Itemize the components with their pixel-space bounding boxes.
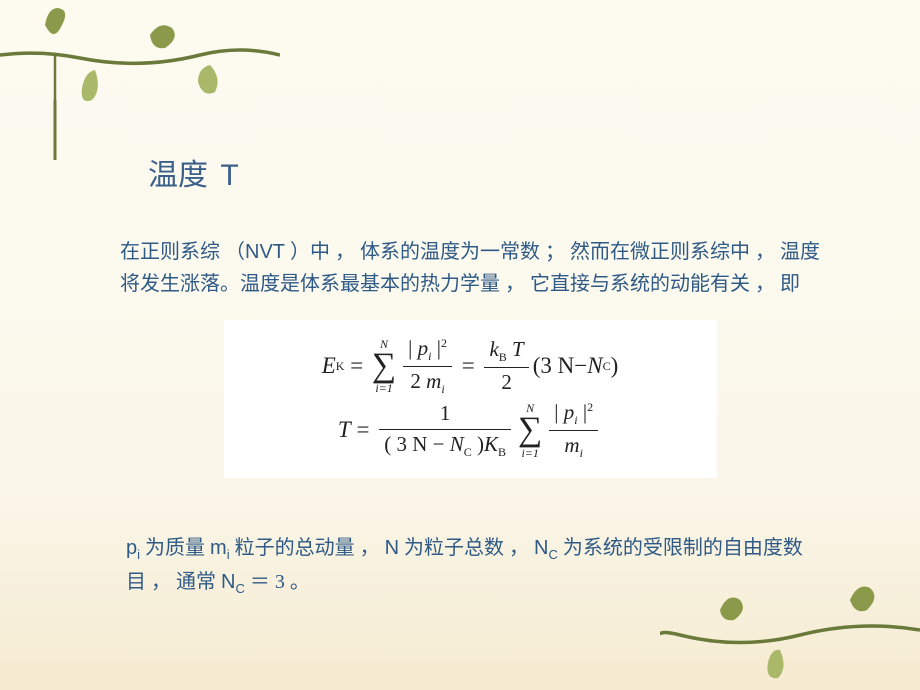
eq2-lhs: T [338, 417, 351, 443]
eq1-equals-1: = [344, 353, 368, 379]
eq2-sum-lower: i=1 [521, 447, 538, 459]
eq1-frac-2: kB T 2 [484, 337, 528, 395]
equation-kinetic-energy: EK = N ∑ i=1 | pi |2 2 mi = kB T 2 (3 N … [232, 336, 709, 396]
title-cn: 温度 [148, 159, 208, 192]
eq2-sum: N ∑ i=1 [518, 402, 542, 459]
sigma-icon: ∑ [518, 415, 542, 446]
para-nvt: NVT [245, 241, 285, 263]
equation-temperature: T = 1 ( 3 N − NC )KB N ∑ i=1 | pi |2 mi [232, 400, 709, 460]
eq1-sum: N ∑ i=1 [372, 338, 396, 395]
intro-paragraph: 在正则系综 （NVT ）中 ， 体系的温度为一常数 ； 然而在微正则系综中 ， … [120, 236, 820, 300]
eq2-equals: = [351, 417, 375, 443]
equation-block: EK = N ∑ i=1 | pi |2 2 mi = kB T 2 (3 N … [224, 320, 717, 478]
slide-title: 温度 T [148, 150, 820, 194]
para-seg-1: 在正则系综 （ [120, 241, 245, 263]
variable-definitions: pi 为质量 mi 粒子的总动量 ， N 为粒子总数 ， NC 为系统的受限制的… [126, 532, 820, 599]
slide-content: 温度 T 在正则系综 （NVT ）中 ， 体系的温度为一常数 ； 然而在微正则系… [0, 0, 920, 639]
eq2-frac-main: 1 ( 3 N − NC )KB [379, 401, 511, 459]
eq1-sum-lower: i=1 [375, 382, 392, 394]
sigma-icon: ∑ [372, 351, 396, 382]
eq1-frac-1: | pi |2 2 mi [403, 336, 452, 396]
title-symbol: T [220, 159, 238, 192]
eq1-lhs: E [322, 353, 336, 379]
eq2-frac-r: | pi |2 mi [549, 400, 598, 460]
eq1-lhs-sub: K [336, 359, 345, 374]
eq1-equals-2: = [456, 353, 480, 379]
